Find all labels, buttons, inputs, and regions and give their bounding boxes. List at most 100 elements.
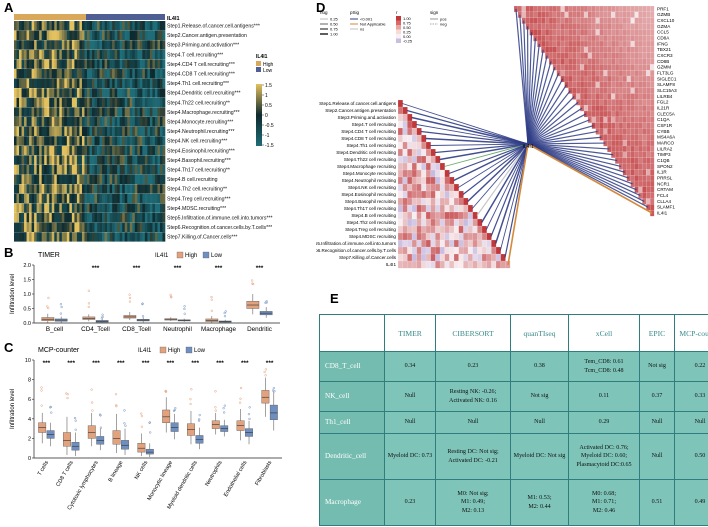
heatmap-cell xyxy=(157,126,161,136)
right-heatmap-cell xyxy=(552,46,558,53)
link-to-right-gene xyxy=(527,72,560,145)
heatmap-cell xyxy=(14,213,17,223)
heatmap-cell xyxy=(36,165,40,175)
right-heatmap-cell xyxy=(622,35,628,42)
right-heatmap-cell xyxy=(556,23,561,30)
heatmap-cell xyxy=(117,232,120,242)
heatmap-cell xyxy=(117,30,120,40)
right-heatmap-cell xyxy=(587,40,593,48)
heatmap-cell xyxy=(84,59,88,69)
heatmap-cell xyxy=(44,78,48,88)
left-heatmap-cell xyxy=(430,211,436,220)
heatmap-cell xyxy=(109,145,113,156)
heatmap-cell xyxy=(119,174,123,184)
heatmap-cell xyxy=(19,126,22,136)
heatmap-cell xyxy=(54,222,58,232)
x-tick-label: Neutrophils xyxy=(204,460,223,488)
heatmap-cell xyxy=(36,203,40,213)
heatmap-cell xyxy=(19,21,22,31)
colorbar-tick-label: -1.5 xyxy=(265,143,274,149)
right-heatmap-cell xyxy=(618,46,624,53)
right-heatmap-cell xyxy=(618,70,624,77)
right-heatmap-cell xyxy=(630,122,635,129)
right-heatmap-cell xyxy=(568,17,573,24)
heatmap-cell xyxy=(29,145,32,156)
link-to-right-gene xyxy=(527,84,568,145)
right-heatmap-cell xyxy=(595,87,600,94)
heatmap-row xyxy=(14,107,166,117)
right-heatmap-cell xyxy=(646,52,651,59)
heatmap-cell xyxy=(56,88,60,98)
right-heatmap-cell xyxy=(650,210,655,217)
heatmap-cell xyxy=(119,107,123,117)
heatmap-cell xyxy=(112,59,115,69)
heatmap-cell xyxy=(159,165,163,175)
right-heatmap-cell xyxy=(622,163,628,170)
heatmap-cell xyxy=(144,117,148,127)
heatmap-cell xyxy=(86,69,90,79)
left-heatmap-cell xyxy=(449,253,455,262)
heatmap-cell xyxy=(159,213,163,223)
right-heatmap-cell xyxy=(626,93,631,100)
heatmap-cell xyxy=(147,78,151,88)
right-heatmap-cell xyxy=(548,40,554,48)
heatmap-cell xyxy=(74,136,78,146)
heatmap-cell xyxy=(21,203,25,213)
right-heatmap-cell xyxy=(626,11,631,18)
heatmap-cell xyxy=(159,222,163,232)
heatmap-cell xyxy=(49,222,53,232)
heatmap-cell xyxy=(137,69,141,79)
left-heatmap-cell xyxy=(411,246,417,255)
left-heatmap-cell xyxy=(430,239,436,248)
right-heatmap-cell xyxy=(564,11,569,18)
heatmap-cell xyxy=(44,30,48,40)
heatmap-cell xyxy=(104,145,108,156)
heatmap-cell xyxy=(107,30,110,40)
heatmap-cell xyxy=(92,222,95,232)
heatmap-cell xyxy=(64,49,68,60)
heatmap-cell xyxy=(89,21,93,31)
box-low xyxy=(136,302,150,323)
heatmap-cell xyxy=(86,174,90,184)
heatmap-cell xyxy=(66,88,70,98)
outlier-point xyxy=(265,300,268,303)
heatmap-cell xyxy=(157,165,161,175)
heatmap-cell xyxy=(59,145,63,156)
heatmap-cell xyxy=(144,232,148,242)
heatmap-cell xyxy=(79,88,83,98)
right-heatmap-cell xyxy=(560,5,565,13)
right-heatmap-cell xyxy=(583,5,589,13)
right-heatmap-cell xyxy=(630,40,635,48)
box-low xyxy=(218,310,232,323)
right-heatmap-cell xyxy=(615,140,620,147)
heatmap-cell xyxy=(64,155,68,165)
heatmap-cell xyxy=(154,21,158,31)
heatmap-cell xyxy=(97,21,100,31)
colorbar-tick-label: -1 xyxy=(265,133,270,139)
heatmap-cell xyxy=(94,78,98,88)
outlier-point xyxy=(183,312,186,315)
outlier-point xyxy=(90,401,94,404)
right-heatmap-cell xyxy=(634,58,639,65)
right-heatmap-cell xyxy=(615,87,620,94)
y-tick-label: 1.5 xyxy=(23,278,31,284)
heatmap-cell xyxy=(89,232,93,242)
heatmap-cell xyxy=(71,78,75,88)
left-heatmap-cell xyxy=(416,246,422,255)
heatmap-cell xyxy=(59,184,63,194)
heatmap-cell xyxy=(41,49,45,60)
heatmap-cell xyxy=(24,145,27,156)
heatmap-cell xyxy=(149,213,153,223)
right-heatmap-cell xyxy=(607,122,612,129)
left-variable-label: IL4I1 xyxy=(386,262,397,267)
heatmap-cell xyxy=(119,117,123,127)
heatmap-cell xyxy=(61,30,65,40)
right-heatmap-cell xyxy=(545,29,550,36)
right-heatmap-cell xyxy=(517,5,523,13)
heatmap-cell xyxy=(19,78,22,88)
heatmap-cell xyxy=(26,203,30,213)
heatmap-cell xyxy=(66,107,70,117)
heatmap-cell xyxy=(112,165,115,175)
left-variable-label: Step4.Eosinophil recruiting xyxy=(341,192,396,197)
heatmap-cell xyxy=(109,165,113,175)
